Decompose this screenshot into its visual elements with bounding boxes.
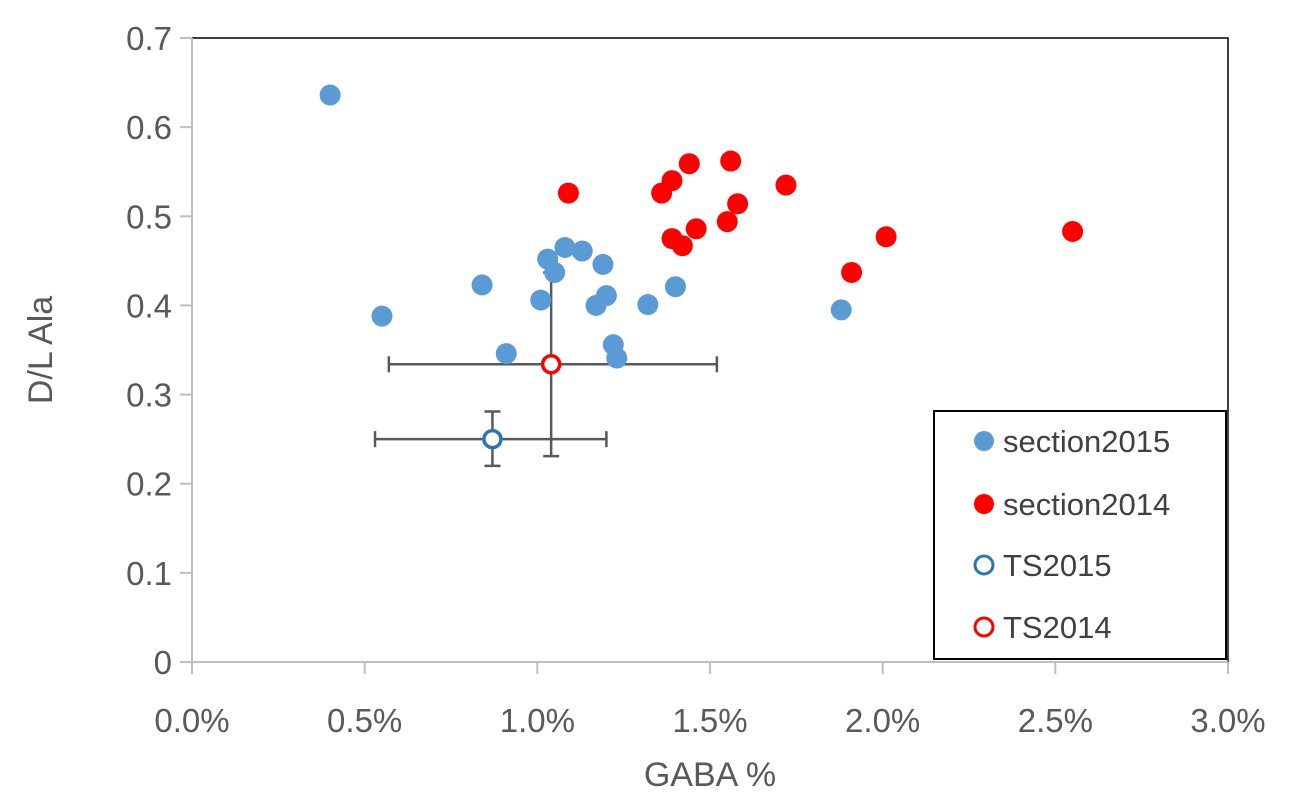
- point-section2015: [530, 289, 552, 311]
- point-section2014: [727, 193, 749, 215]
- point-section2015: [554, 236, 576, 258]
- y-tick-label: 0.5: [126, 198, 172, 235]
- point-section2014: [775, 174, 797, 196]
- legend-marker-TS2015: [973, 554, 995, 576]
- y-tick-label: 0.6: [126, 109, 172, 146]
- point-section2014: [671, 235, 693, 257]
- point-ts2014: [540, 354, 562, 375]
- legend-marker-TS2014: [973, 616, 995, 638]
- point-section2015: [664, 276, 686, 298]
- axes: 0 0.1 0.2 0.3 0.4 0.5 0.6 0.7 0.0% 0.5% 1.0% 1.5% 2.…: [126, 20, 1265, 739]
- point-section2015: [319, 84, 341, 106]
- legend-label-section2014: section2014: [1003, 487, 1170, 522]
- legend: section2015 section2014 TS2015 TS2014: [933, 410, 1227, 660]
- point-section2015: [544, 261, 566, 283]
- point-section2015: [595, 285, 617, 307]
- y-tick-label: 0.1: [126, 555, 172, 592]
- x-tick-label: 3.0%: [1190, 702, 1265, 739]
- y-axis-title: D/L Ala: [22, 296, 60, 404]
- point-section2014: [1062, 220, 1084, 242]
- point-section2015: [637, 294, 659, 316]
- legend-label-TS2014: TS2014: [1003, 610, 1112, 645]
- legend-marker-section2015: [974, 431, 994, 451]
- point-section2014: [716, 211, 738, 233]
- point-section2015: [495, 343, 517, 365]
- point-section2015: [571, 240, 593, 262]
- point-ts2015: [482, 428, 503, 450]
- y-tick-label: 0: [154, 644, 172, 681]
- point-section2015: [830, 299, 852, 321]
- point-section2015: [371, 305, 393, 327]
- legend-label-TS2015: TS2015: [1003, 548, 1112, 583]
- data-points: [319, 84, 1084, 450]
- x-tick-label: 1.5%: [672, 702, 747, 739]
- y-tick-label: 0.4: [126, 287, 172, 324]
- y-tick-label: 0.2: [126, 466, 172, 503]
- point-section2014: [841, 261, 863, 283]
- point-section2014: [720, 150, 742, 172]
- point-section2015: [471, 274, 493, 296]
- x-tick-label: 1.0%: [500, 702, 575, 739]
- x-tick-label: 0.0%: [154, 702, 229, 739]
- point-section2015: [592, 253, 614, 275]
- point-section2015: [606, 347, 628, 369]
- x-tick-label: 0.5%: [327, 702, 402, 739]
- y-tick-label: 0.3: [126, 377, 172, 414]
- x-tick-label: 2.0%: [845, 702, 920, 739]
- legend-label-section2015: section2015: [1003, 424, 1170, 459]
- x-tick-label: 2.5%: [1018, 702, 1093, 739]
- point-section2014: [678, 153, 700, 175]
- point-section2014: [557, 182, 579, 204]
- legend-marker-section2014: [974, 494, 994, 514]
- x-axis-title: GABA %: [644, 756, 776, 794]
- point-section2014: [875, 226, 897, 248]
- y-tick-label: 0.7: [126, 20, 172, 57]
- point-section2014: [661, 170, 683, 192]
- point-section2014: [685, 218, 707, 240]
